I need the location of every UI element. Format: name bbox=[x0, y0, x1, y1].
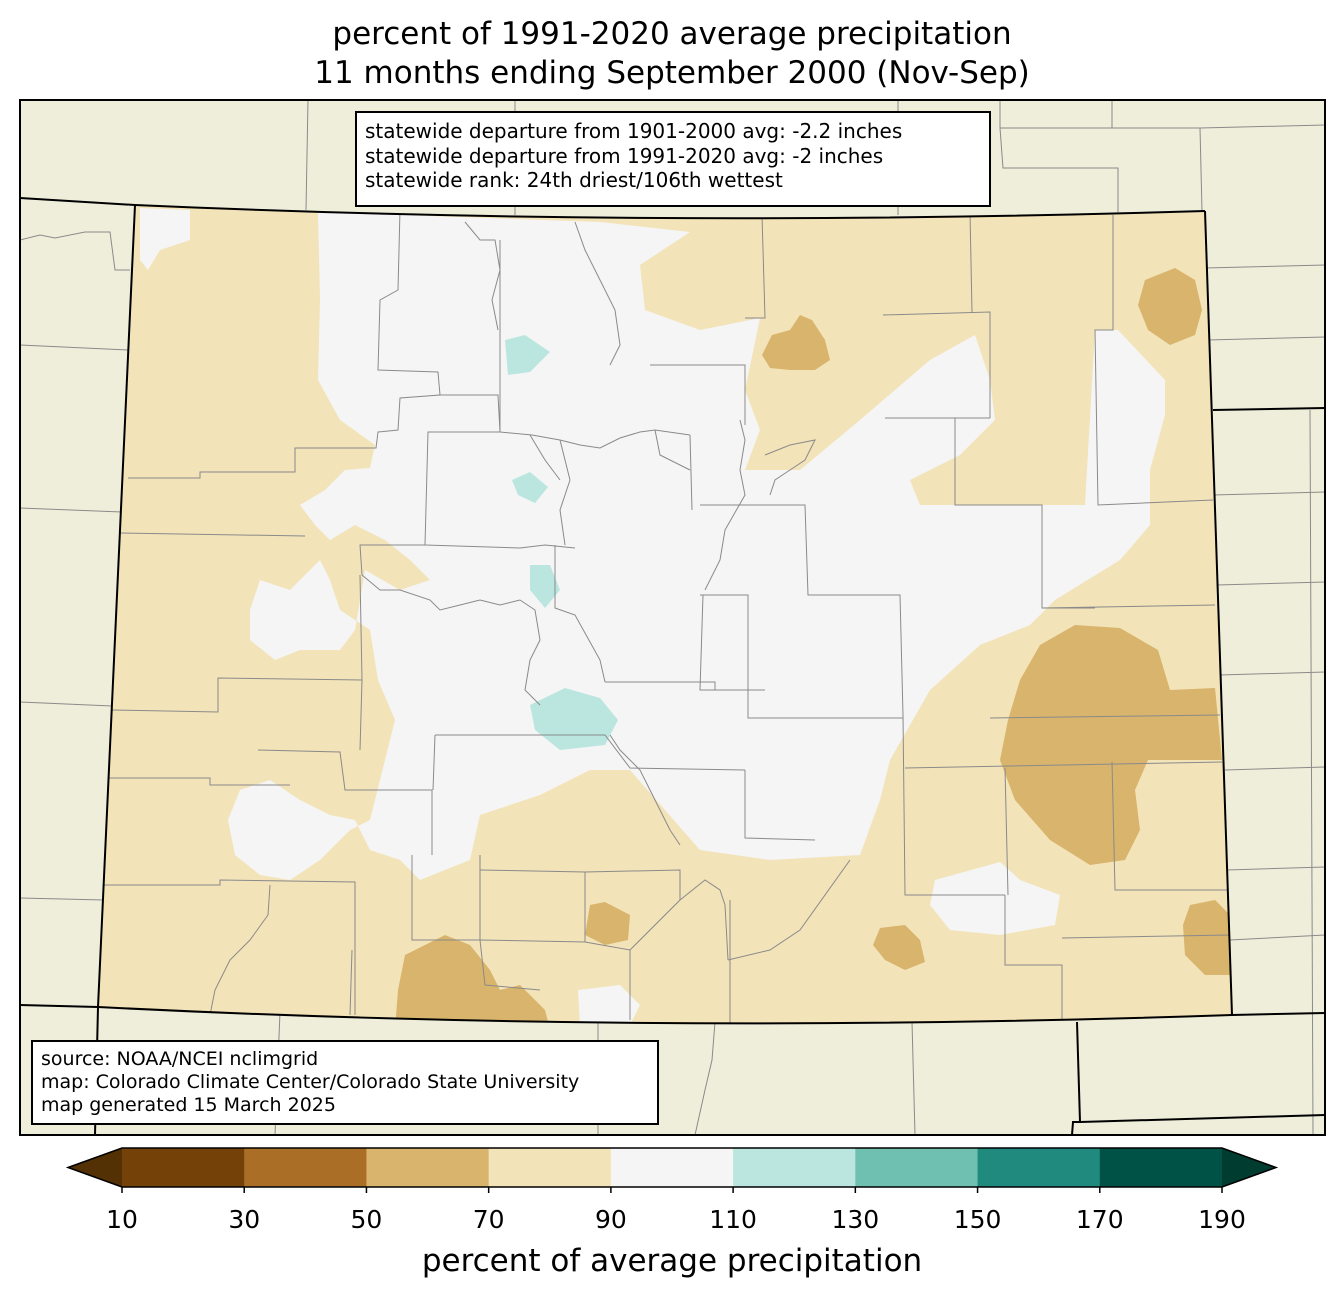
colorbar-tick-label: 110 bbox=[709, 1205, 757, 1234]
source-box: source: NOAA/NCEI nclimgrid map: Colorad… bbox=[31, 1040, 659, 1125]
colorbar-segment bbox=[610, 1148, 734, 1187]
colorbar-segment bbox=[733, 1148, 856, 1187]
statewide-stats-box: statewide departure from 1901-2000 avg: … bbox=[355, 111, 991, 207]
stats-rank: statewide rank: 24th driest/106th wettes… bbox=[365, 168, 783, 192]
precip-110-130-central1 bbox=[512, 472, 548, 503]
state-borders bbox=[20, 197, 1325, 1135]
colorbar-tick-label: 10 bbox=[106, 1205, 138, 1234]
colorbar-tick-label: 150 bbox=[953, 1205, 1002, 1234]
colorbar bbox=[65, 1147, 1279, 1193]
precip-near-normal-southcentral bbox=[578, 985, 640, 1024]
map-title-line1: percent of 1991-2020 average precipitati… bbox=[332, 16, 1012, 52]
precip-50-70-east bbox=[1000, 625, 1222, 865]
colorado-county-lines bbox=[104, 209, 1231, 1024]
colorbar-segment bbox=[366, 1148, 490, 1187]
precip-50-70-north bbox=[762, 315, 830, 370]
colorbar-segment bbox=[977, 1148, 1101, 1187]
colorbar-tick-label: 70 bbox=[472, 1205, 505, 1234]
colorbar-tick-label: 170 bbox=[1075, 1205, 1124, 1234]
precip-50-70-se-spot bbox=[873, 925, 925, 970]
precip-near-normal-region bbox=[228, 212, 1165, 880]
colorbar-tick-label: 50 bbox=[350, 1205, 383, 1234]
map-credit-line: map: Colorado Climate Center/Colorado St… bbox=[41, 1071, 580, 1093]
colorbar-segment bbox=[1099, 1148, 1223, 1187]
precip-50-70-south-spot bbox=[585, 902, 630, 945]
colorbar-under-arrow bbox=[68, 1148, 122, 1187]
precip-110-130-central2 bbox=[530, 565, 560, 608]
stats-departure-1991-2020: statewide departure from 1991-2020 avg: … bbox=[365, 143, 884, 168]
precip-50-70-northeast bbox=[1138, 268, 1202, 345]
colorbar-tick-label: 90 bbox=[594, 1205, 627, 1234]
colorbar-segment bbox=[122, 1148, 245, 1187]
colorbar-segment bbox=[488, 1148, 612, 1187]
colorbar-label: percent of average precipitation bbox=[421, 1243, 923, 1279]
map-title-line2: 11 months ending September 2000 (Nov-Sep… bbox=[314, 55, 1030, 91]
precip-50-70-sw bbox=[395, 935, 550, 1024]
source-line: source: NOAA/NCEI nclimgrid bbox=[41, 1048, 319, 1070]
colorbar-over-arrow bbox=[1222, 1148, 1276, 1187]
precip-near-normal-nw-corner bbox=[140, 208, 190, 270]
colorbar-tick-label: 190 bbox=[1198, 1205, 1246, 1234]
precip-near-normal-south bbox=[930, 862, 1060, 935]
precip-110-130-north bbox=[505, 335, 550, 375]
colorbar-segment bbox=[244, 1148, 367, 1187]
map-frame bbox=[19, 99, 1326, 1136]
colorbar-tick-label: 30 bbox=[228, 1205, 261, 1234]
stats-departure-1901-2000: statewide departure from 1901-2000 avg: … bbox=[365, 119, 903, 143]
colorbar-tick-label: 130 bbox=[831, 1205, 880, 1234]
colorbar-segment bbox=[855, 1148, 979, 1187]
precip-50-70-southeast bbox=[1183, 900, 1232, 975]
generated-date-line: map generated 15 March 2025 bbox=[41, 1094, 336, 1116]
